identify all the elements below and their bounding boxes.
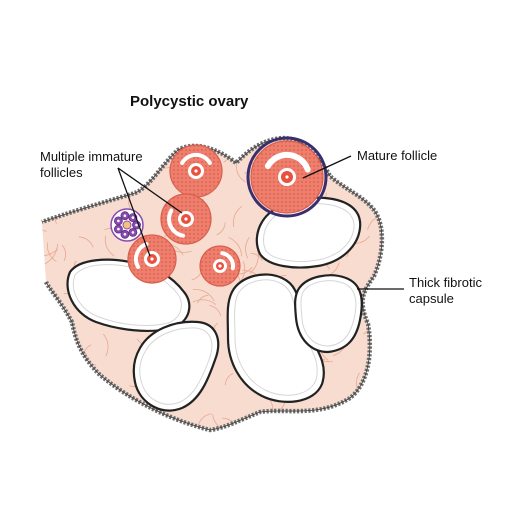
immature-follicle	[160, 193, 212, 245]
stroma-fiber	[107, 400, 123, 406]
label-capsule-line1: Thick fibrotic	[409, 275, 482, 290]
label-immature-line2: follicles	[40, 165, 83, 180]
leader-line-immature	[117, 167, 151, 257]
cell-nucleus	[123, 233, 127, 236]
stroma-fiber	[42, 243, 58, 266]
stroma-fiber	[151, 157, 158, 172]
stroma-fiber	[104, 235, 115, 257]
immature-follicle	[169, 144, 223, 198]
stroma-fiber	[250, 253, 263, 261]
antrum	[134, 242, 149, 269]
stroma-fiber	[42, 285, 51, 307]
cell-nucleus	[131, 216, 135, 219]
cyst	[132, 320, 220, 412]
stroma-fiber	[72, 189, 78, 203]
stroma-fiber	[197, 294, 209, 304]
stroma-fiber	[372, 368, 382, 376]
cell-nucleus	[135, 223, 138, 227]
primordial-follicle	[110, 208, 144, 242]
stroma-fiber	[192, 288, 215, 302]
stroma-fiber	[376, 430, 379, 443]
cyst	[294, 274, 363, 354]
stroma-fiber	[370, 290, 382, 296]
theca-layer	[246, 136, 328, 218]
stroma-fiber	[131, 419, 150, 424]
stroma-fiber	[314, 421, 331, 430]
antrum	[180, 152, 212, 165]
stroma-fiber	[42, 248, 59, 257]
cell-nucleus	[123, 214, 127, 217]
stroma-fiber	[224, 373, 234, 386]
stroma-fiber	[373, 403, 378, 419]
leader-line-mature	[302, 155, 352, 179]
stroma-fiber	[212, 414, 229, 430]
label-capsule-line2: capsule	[409, 291, 454, 306]
cyst-highlight	[300, 280, 357, 347]
cell-nucleus	[117, 219, 120, 223]
stroma-fiber	[30, 418, 41, 429]
primordial-cells	[114, 211, 141, 239]
oocyte-nucleus	[150, 257, 154, 261]
stroma-fiber	[61, 244, 66, 262]
stroma-fiber	[80, 367, 90, 390]
stroma-fiber	[64, 187, 82, 200]
antrum	[167, 208, 185, 238]
stroma-fiber	[68, 182, 79, 196]
leader-lines	[117, 155, 404, 290]
stroma-fiber	[228, 237, 243, 257]
stroma-fiber	[209, 305, 222, 316]
labels: Multiple immature follicles Mature folli…	[40, 148, 482, 306]
stroma-fiber	[81, 138, 87, 145]
antrum	[220, 251, 235, 271]
stroma-fiber	[142, 433, 154, 435]
stroma-fiber	[245, 237, 250, 259]
stroma-fiber	[103, 333, 109, 357]
cell-nucleus	[117, 227, 120, 231]
oocyte-nucleus	[184, 217, 188, 221]
leader-line-immature	[117, 167, 183, 214]
stroma-fiber	[97, 138, 112, 141]
stroma-fiber	[232, 205, 243, 228]
cyst-highlight	[234, 279, 318, 396]
stroma-fiber	[235, 162, 246, 183]
stroma-fiber	[46, 242, 57, 262]
stroma-fiber	[216, 222, 226, 236]
cysts	[66, 196, 363, 412]
immature-follicle	[199, 245, 241, 287]
mature-follicle	[246, 136, 328, 218]
stroma-fiber	[66, 399, 79, 407]
immature-follicle	[127, 234, 177, 284]
stroma-fiber	[192, 299, 217, 305]
stroma-fiber	[327, 419, 347, 430]
stroma-fiber	[122, 419, 128, 430]
oocyte-nucleus	[218, 264, 222, 268]
cyst-highlight	[263, 203, 355, 263]
cell-nucleus	[131, 231, 135, 234]
stroma-fiber	[78, 236, 94, 248]
stroma-fiber	[323, 415, 328, 430]
label-mature-follicle: Mature follicle	[357, 148, 437, 163]
stroma-fiber	[28, 284, 40, 288]
follicles	[127, 136, 328, 287]
oocyte-nucleus	[194, 169, 198, 173]
antrum	[264, 151, 311, 173]
label-immature-line1: Multiple immature	[40, 149, 143, 164]
cyst-highlight	[73, 264, 182, 326]
cyst-highlight	[139, 327, 213, 405]
stroma-fiber	[84, 431, 98, 436]
stroma-fiber	[42, 222, 47, 232]
oocyte-nucleus	[285, 175, 289, 179]
stroma-fiber	[54, 369, 69, 373]
diagram-title: Polycystic ovary	[130, 93, 249, 110]
stroma-fiber	[197, 413, 212, 426]
